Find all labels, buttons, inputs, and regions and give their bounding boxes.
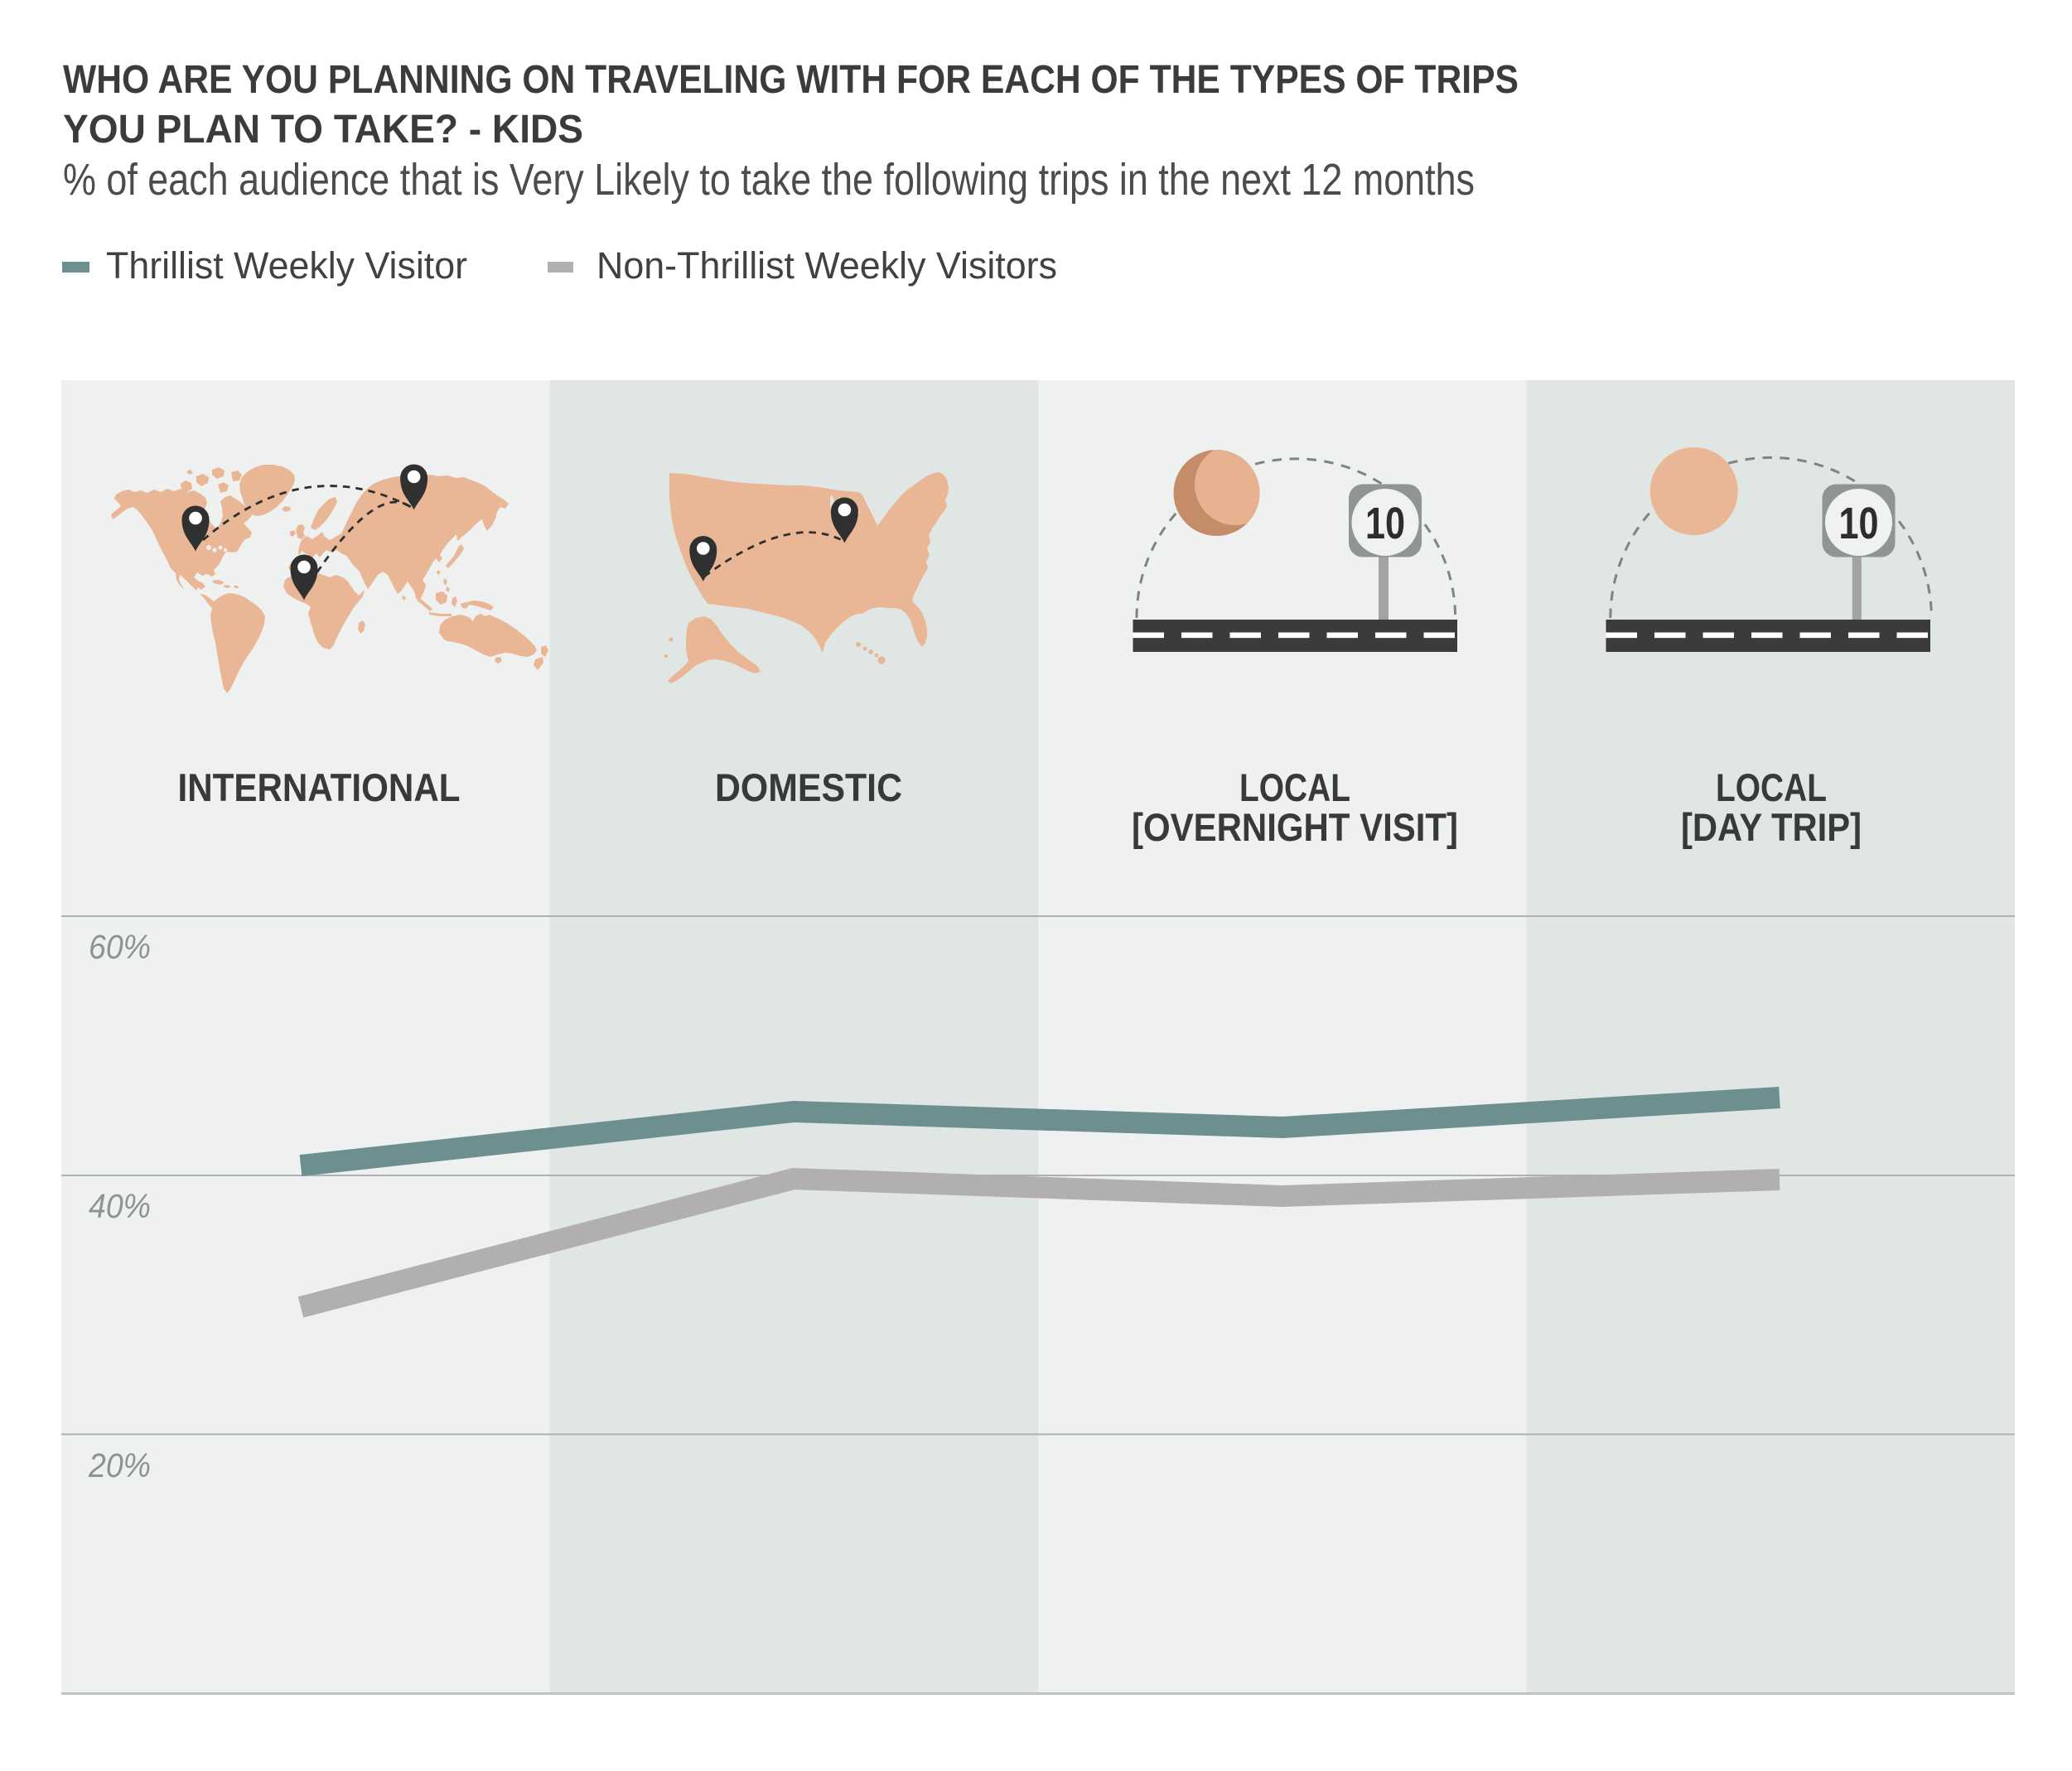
svg-text:[OVERNIGHT VISIT]: [OVERNIGHT VISIT]	[1132, 805, 1458, 849]
svg-text:WHO ARE YOU PLANNING ON TRAVEL: WHO ARE YOU PLANNING ON TRAVELING WITH F…	[63, 58, 1519, 102]
svg-text:10: 10	[1839, 499, 1879, 548]
svg-text:Non-Thrillist Weekly Visitors: Non-Thrillist Weekly Visitors	[596, 244, 1057, 287]
svg-text:% of each audience that is Ver: % of each audience that is Very Likely t…	[63, 155, 1475, 205]
svg-text:40%: 40%	[89, 1187, 151, 1225]
svg-text:YOU PLAN TO TAKE? - KIDS: YOU PLAN TO TAKE? - KIDS	[63, 108, 583, 152]
svg-text:60%: 60%	[89, 928, 151, 966]
svg-text:Thrillist Weekly Visitor: Thrillist Weekly Visitor	[106, 244, 467, 287]
svg-text:LOCAL: LOCAL	[1716, 765, 1827, 809]
svg-text:INTERNATIONAL: INTERNATIONAL	[178, 765, 461, 809]
svg-text:10: 10	[1365, 499, 1405, 548]
svg-text:LOCAL: LOCAL	[1239, 765, 1350, 809]
svg-text:20%: 20%	[88, 1446, 151, 1484]
svg-text:DOMESTIC: DOMESTIC	[715, 765, 902, 809]
svg-text:[DAY TRIP]: [DAY TRIP]	[1681, 805, 1862, 849]
